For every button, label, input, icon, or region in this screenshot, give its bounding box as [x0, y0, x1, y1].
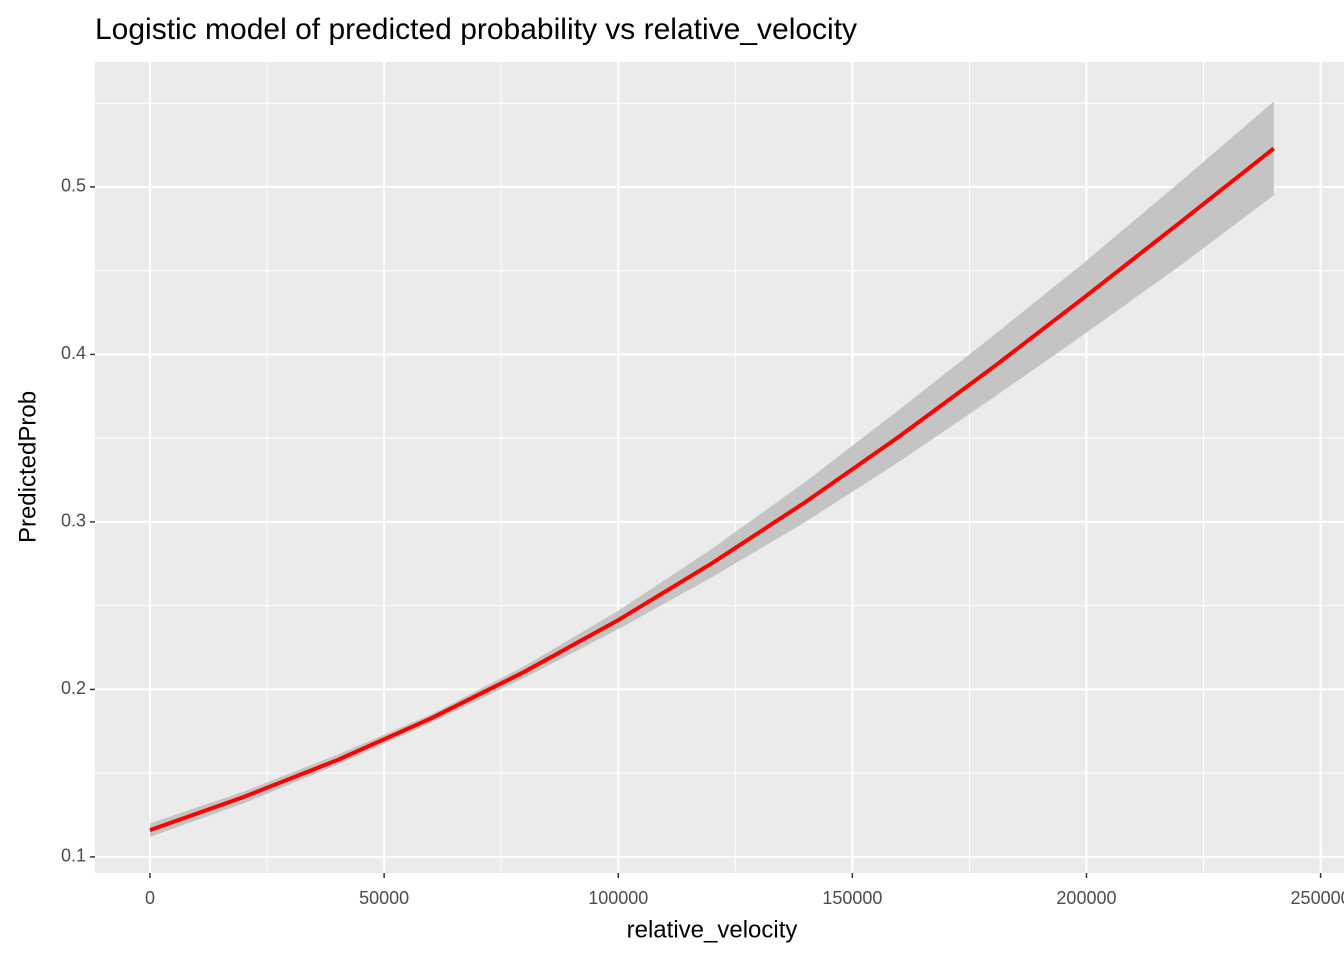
x-axis-title: relative_velocity: [627, 916, 798, 943]
x-tick-label: 0: [145, 888, 155, 908]
x-tick-label: 100000: [588, 888, 648, 908]
y-tick-label: 0.1: [61, 846, 86, 866]
x-tick-label: 50000: [359, 888, 409, 908]
y-axis-title: PredictedProb: [14, 391, 41, 543]
chart-title: Logistic model of predicted probability …: [95, 13, 857, 46]
line: [149, 146, 1276, 833]
plot-panel: [95, 62, 1344, 873]
x-tick-label: 200000: [1056, 888, 1116, 908]
y-tick-label: 0.4: [61, 343, 86, 363]
y-tick-label: 0.2: [61, 678, 86, 698]
x-tick-label: 150000: [822, 888, 882, 908]
x-tick-label: 250000: [1291, 888, 1344, 908]
y-tick-label: 0.5: [61, 176, 86, 196]
y-tick-label: 0.3: [61, 511, 86, 531]
